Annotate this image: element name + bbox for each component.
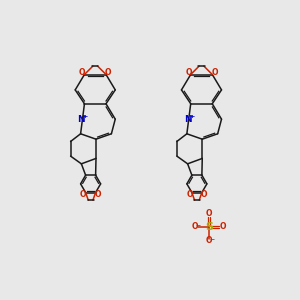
Text: O: O xyxy=(211,68,218,77)
Text: O: O xyxy=(206,208,212,217)
Text: O: O xyxy=(185,68,192,77)
Text: O: O xyxy=(95,190,101,199)
Text: −: − xyxy=(210,236,215,241)
Text: N: N xyxy=(78,116,85,124)
Text: O: O xyxy=(79,68,86,77)
Text: +: + xyxy=(82,114,88,119)
Text: O: O xyxy=(201,190,207,199)
Text: +: + xyxy=(189,114,194,119)
Text: S: S xyxy=(205,222,213,232)
Text: −: − xyxy=(196,222,201,227)
Text: O: O xyxy=(192,223,199,232)
Text: O: O xyxy=(206,236,212,245)
Text: N: N xyxy=(184,116,191,124)
Text: O: O xyxy=(186,190,193,199)
Text: O: O xyxy=(105,68,112,77)
Text: O: O xyxy=(80,190,86,199)
Text: O: O xyxy=(220,223,226,232)
